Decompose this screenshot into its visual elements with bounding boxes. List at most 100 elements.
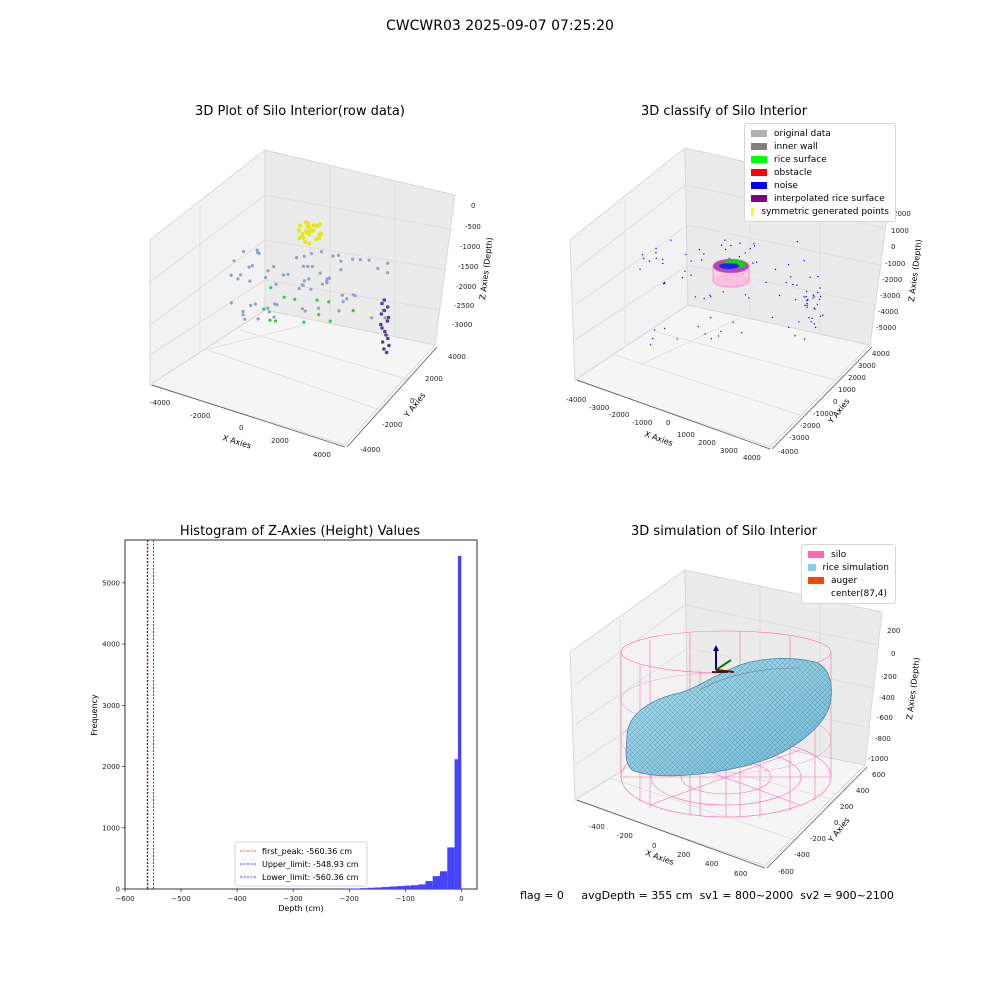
scatter-point [232,259,236,263]
scatter-point [385,305,390,309]
histogram-bar [381,887,389,889]
p1-ytick: 0 [410,397,414,405]
scatter-point [819,315,822,317]
scatter-point [655,251,657,254]
p1-ztick: -2000 [456,283,476,291]
scatter-point [263,275,268,280]
scatter-point [803,260,805,262]
p2-ytick: -4000 [778,448,798,456]
scatter-point [247,265,251,269]
scatter-point [812,297,814,299]
scatter-point [386,261,390,265]
scatter-point [703,253,705,255]
scatter-point [796,284,798,286]
p4-ytick: -400 [794,851,810,859]
histogram-bar [396,886,404,889]
p2-xtick: -1000 [632,419,652,427]
scatter-point [741,332,743,334]
scatter-point [331,254,335,258]
scatter-point [351,257,355,261]
scatter-point [317,222,322,227]
scatter-point [262,307,266,311]
scatter-point [241,249,246,254]
legend-label: inner wall [774,141,818,152]
scatter-point [819,295,822,298]
p2-ytick: 0 [833,398,837,406]
p4-zlabel: Z Axies (Depth) [905,657,922,720]
p2-xtick: 1000 [677,431,695,439]
scatter-point [809,276,811,278]
scatter-point [297,286,301,291]
p1-ytick: 4000 [448,353,466,361]
plot2-scatter-points [639,239,824,346]
scatter-point [385,319,390,323]
legend-item: center(87,4) [808,587,889,600]
scatter-point [676,338,678,340]
scatter-point [256,317,260,321]
p4-ztick: -600 [877,714,893,722]
p1-ylabel: Y Axies [402,391,428,420]
scatter-point [317,306,321,310]
scatter-point [641,254,644,256]
p4-ytick: 200 [840,803,853,811]
p2-xtick: 4000 [743,454,761,462]
scatter-point [306,264,310,269]
scatter-point [806,306,808,308]
p4-ytick: 400 [856,787,869,795]
p1-xtick: 2000 [271,437,289,445]
scatter-point [788,326,790,329]
scatter-point [310,228,315,233]
y-tick-label: 0 [116,886,120,894]
scatter-point [670,239,672,241]
legend-label: center(87,4) [831,588,888,599]
p2-ytick: 3000 [858,362,876,370]
legend-label: obstacle [774,167,812,178]
scatter-point [778,294,781,297]
p2-ytick: 1000 [838,386,856,394]
scatter-point [295,256,299,260]
scatter-point [811,317,813,319]
scatter-point [774,268,777,271]
p2-ztick: -3000 [880,292,900,300]
scatter-point [387,343,391,348]
plot1-y-axis [346,346,438,448]
plot2-3d-axes: -4000 -3000 -2000 -1000 0 1000 2000 3000… [566,146,924,462]
scatter-point [317,232,322,237]
scatter-point [314,237,318,242]
scatter-point [744,252,746,254]
scatter-point [380,326,384,330]
x-tick-label: −100 [396,895,415,903]
scatter-point [681,277,684,279]
scatter-point [298,223,302,228]
p4-ztick: 0 [891,650,895,658]
scatter-point [662,262,664,265]
scatter-point [306,232,311,237]
scatter-point [795,299,797,301]
legend-label: silo [831,549,847,560]
scatter-point [738,256,740,258]
scatter-point [317,313,321,317]
scatter-point [710,296,712,298]
scatter-point [755,261,758,263]
scatter-point [701,259,703,261]
scatter-point [253,302,257,306]
plot2-silo-cylinder [712,258,750,288]
scatter-point [241,309,245,314]
plot4-y-axis [766,766,868,869]
scatter-point [639,268,641,270]
legend-label: rice simulation [822,562,889,573]
p2-ztick: -1000 [885,260,905,268]
legend-swatch [808,564,816,571]
scatter-point [315,298,319,302]
scatter-point [662,283,665,285]
plot4-x-axis [576,799,766,869]
histogram-ylabel: Frequency [90,694,99,736]
scatter-point [309,287,313,291]
scatter-point [752,262,754,264]
scatter-point [339,259,343,263]
scatter-point [812,294,815,296]
plot3-title: Histogram of Z-Axies (Height) Values [179,524,421,539]
legend-item: inner wall [751,140,889,153]
p4-ztick: -200 [881,673,897,681]
scatter-point [303,240,308,244]
